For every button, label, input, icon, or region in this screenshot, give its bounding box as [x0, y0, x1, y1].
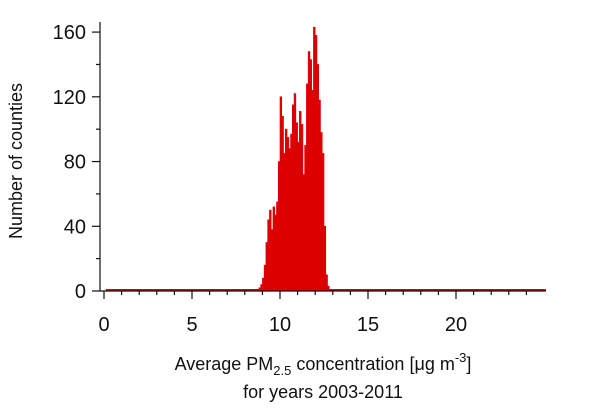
x-tick-label-0: 0 — [98, 314, 109, 336]
x-tick-label-20: 20 — [445, 314, 467, 336]
bars-group — [258, 26, 330, 292]
y-tick-label-0: 0 — [75, 281, 86, 303]
x-axis-title-mu: μ — [414, 354, 424, 374]
y-tick-label-120: 120 — [53, 87, 86, 109]
x-axis-title-line2: for years 2003-2011 — [243, 382, 403, 402]
x-axis-title: Average PM2.5 concentration [μg m-3] — [175, 350, 472, 378]
x-tick-label-10: 10 — [269, 314, 291, 336]
y-ticks-group: 0 40 80 120 160 — [53, 22, 100, 303]
x-axis-title-superscript: -3 — [455, 350, 467, 365]
x-axis-title-main: Average PM — [175, 354, 274, 374]
y-tick-label-40: 40 — [64, 216, 86, 238]
y-tick-label-160: 160 — [53, 22, 86, 44]
x-axis-title-subscript: 2.5 — [273, 363, 291, 378]
y-tick-label-80: 80 — [64, 152, 86, 174]
x-tick-label-15: 15 — [357, 314, 379, 336]
x-axis-title-mid: concentration [ — [291, 354, 414, 374]
x-axis-title-unit: g m — [425, 354, 455, 374]
x-ticks-group: 0 5 10 15 20 — [98, 291, 528, 336]
x-tick-label-5: 5 — [186, 314, 197, 336]
x-axis-title-end: ] — [466, 354, 471, 374]
y-axis-title: Number of counties — [6, 83, 26, 239]
